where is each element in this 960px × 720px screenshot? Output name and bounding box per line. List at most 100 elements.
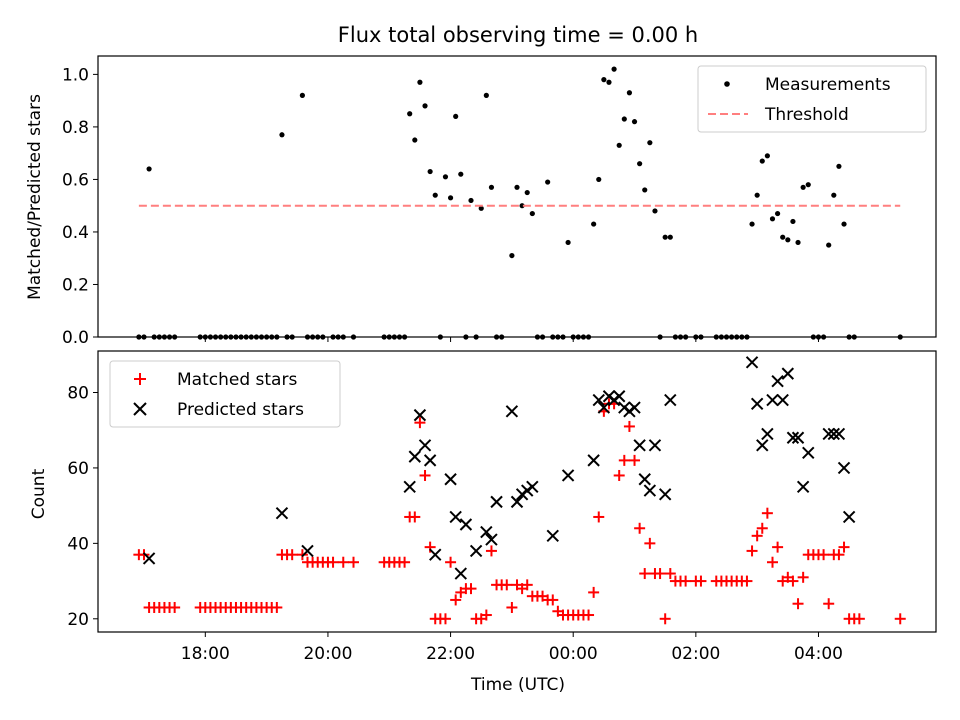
measurement-point (601, 77, 607, 83)
predicted-star-point (786, 431, 800, 444)
measurement-point (565, 239, 571, 246)
predicted-star-point (750, 397, 764, 411)
matched-star-point (680, 575, 692, 587)
matched-star-point (465, 583, 477, 595)
top-legend: Measurements Threshold (697, 65, 927, 133)
xtick-label: 04:00 (794, 644, 843, 664)
legend-matched-marker (134, 373, 146, 385)
measurement-point (800, 184, 806, 190)
legend-threshold-label: Threshold (764, 105, 849, 125)
measurement-point (529, 210, 535, 217)
predicted-star-point (776, 393, 789, 407)
measurement-point (780, 234, 786, 240)
matched-star-point (480, 609, 492, 621)
matched-star-point (792, 598, 804, 610)
predicted-star-point (429, 548, 442, 561)
predicted-star-point (771, 374, 784, 388)
measurement-point (407, 111, 413, 117)
matched-star-point (659, 613, 671, 625)
measurement-point (831, 192, 837, 198)
predicted-star-point (597, 401, 611, 414)
xtick-label: 20:00 (303, 644, 352, 664)
measurement-point (826, 242, 832, 248)
matched-star-point (766, 556, 778, 568)
matched-star-point (399, 556, 411, 568)
measurement-point (458, 171, 464, 177)
matched-star-point (593, 511, 605, 523)
predicted-star-point (648, 439, 662, 452)
matched-star-point (695, 575, 707, 587)
measurement-point (427, 168, 433, 175)
legend-measurements-marker (724, 81, 730, 87)
matched-star-point (787, 575, 799, 587)
measurement-point (146, 166, 152, 172)
measurement-point (836, 163, 842, 169)
bottom-ylabel: Count (29, 468, 49, 519)
xtick-label: 22:00 (426, 644, 475, 664)
bottom-ytick-label: 20 (67, 610, 89, 630)
measurement-point (509, 252, 515, 259)
top-ytick-label: 0.4 (62, 223, 89, 243)
bottom-ytick-label: 40 (67, 534, 89, 554)
measurement-point (545, 179, 551, 185)
measurement-point (662, 234, 668, 240)
bottom-ytick-label: 60 (67, 459, 89, 479)
matched-star-point (761, 507, 773, 519)
predicted-star-point (837, 461, 851, 475)
predicted-star-point (469, 544, 483, 558)
matched-star-point (286, 549, 298, 561)
matched-star-point (506, 601, 518, 613)
predicted-star-point (612, 390, 626, 403)
predicted-star-point (745, 356, 759, 369)
top-ytick-label: 1.0 (62, 65, 89, 85)
predicted-star-point (413, 408, 427, 422)
matched-star-point (639, 568, 651, 580)
measurement-point (795, 239, 801, 246)
measurement-point (478, 205, 484, 211)
predicted-star-point (766, 393, 779, 407)
matched-star-point (644, 537, 656, 549)
measurement-point (647, 140, 653, 146)
predicted-star-point (628, 401, 641, 414)
predicted-star-point (832, 427, 846, 441)
measurement-point (667, 234, 673, 240)
bottom-xlabel: Time (UTC) (470, 675, 565, 695)
bottom-legend: Matched stars Predicted stars (109, 360, 341, 428)
predicted-star-point (454, 567, 467, 580)
matched-star-point (634, 522, 646, 534)
predicted-star-point (781, 367, 795, 380)
predicted-star-point (510, 495, 524, 509)
matched-star-point (751, 530, 763, 542)
measurement-point (759, 158, 765, 164)
top-ytick-label: 0.6 (62, 170, 89, 190)
predicted-star-point (796, 480, 810, 493)
matched-star-point (772, 541, 784, 553)
top-x-axis (204, 337, 819, 342)
matched-star-point (583, 609, 595, 621)
bottom-legend-box (109, 360, 341, 428)
matched-star-point (741, 575, 753, 587)
measurement-point (626, 90, 633, 96)
predicted-star-point (275, 506, 289, 520)
measurement-point (790, 218, 796, 225)
measurement-point (488, 184, 495, 190)
matched-star-point (818, 549, 830, 561)
top-ylabel: Matched/Predicted stars (25, 94, 45, 300)
predicted-star-point (418, 439, 432, 452)
matched-star-point (629, 454, 641, 466)
matched-star-point (450, 594, 462, 606)
matched-star-point (833, 549, 845, 561)
top-panel: Flux total observing time = 0.00 h Match… (25, 23, 937, 348)
matched-star-point (271, 601, 283, 613)
matched-star-point (823, 598, 835, 610)
legend-matched-label: Matched stars (177, 370, 297, 390)
matched-star-point (327, 556, 339, 568)
matched-star-point (347, 556, 359, 568)
predicted-star-point (423, 454, 437, 467)
matched-star-point (169, 601, 181, 613)
top-axes-frame (97, 55, 937, 338)
predicted-star-point (490, 495, 503, 509)
top-ytick-label: 0.8 (62, 118, 89, 138)
matched-star-point (439, 613, 451, 625)
measurement-point (764, 153, 770, 159)
